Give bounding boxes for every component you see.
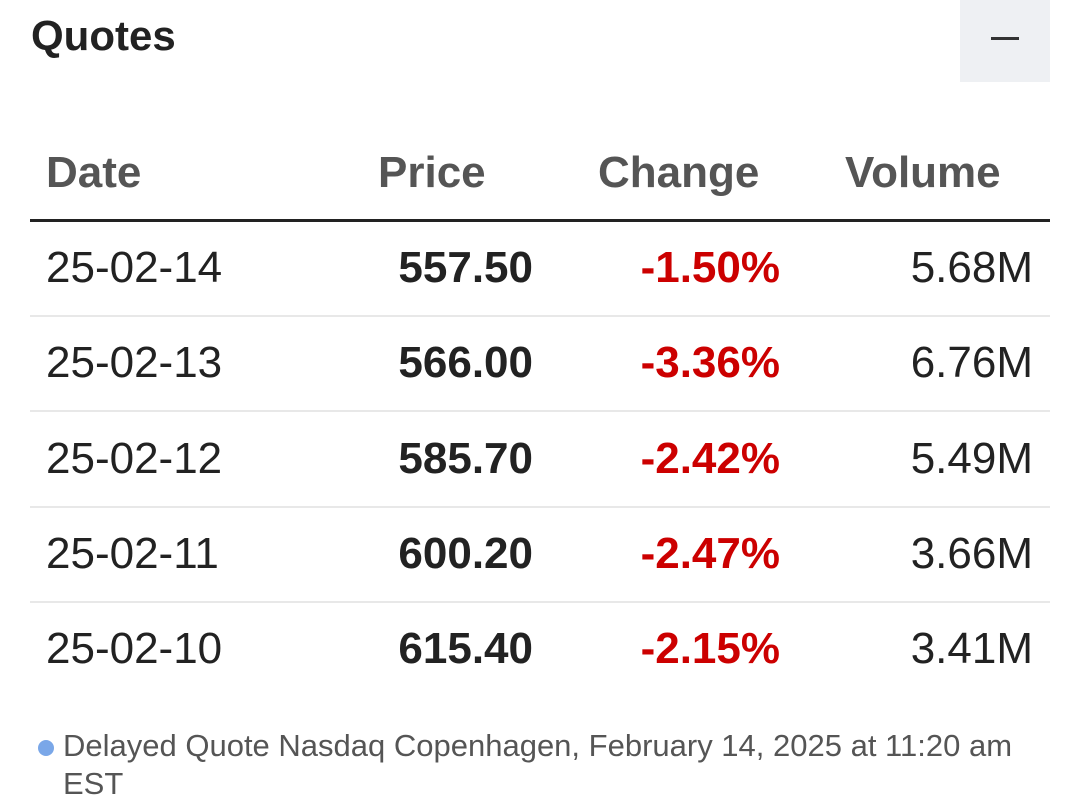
volume-cell: 3.66M	[910, 528, 1033, 578]
column-header: Change	[598, 148, 760, 197]
collapse-button[interactable]	[960, 0, 1050, 82]
date-cell: 25-02-14	[46, 243, 223, 292]
minus-icon	[991, 37, 1019, 40]
price-cell: 566.00	[398, 338, 533, 388]
quotes-widget: Quotes Date Price Change Volume Delayed …	[30, 0, 1050, 801]
column-header: Date	[46, 148, 142, 197]
volume-cell: 6.76M	[910, 338, 1033, 388]
row-divider	[30, 410, 1050, 413]
row-divider	[30, 600, 1050, 603]
price-cell: 600.20	[398, 528, 533, 578]
change-cell: -1.50%	[640, 243, 780, 292]
date-cell: 25-02-12	[46, 433, 223, 483]
price-cell: 557.50	[398, 243, 533, 292]
footer-note: Delayed Quote Nasdaq Copenhagen, Februar…	[63, 728, 1013, 801]
date-cell: 25-02-11	[46, 528, 219, 578]
volume-cell: 3.41M	[910, 624, 1033, 674]
row-divider	[30, 505, 1050, 508]
volume-cell: 5.49M	[910, 433, 1033, 483]
change-cell: -2.47%	[640, 528, 780, 578]
change-cell: -3.36%	[640, 338, 780, 388]
date-cell: 25-02-10	[46, 624, 223, 674]
column-header: Price	[378, 148, 486, 197]
row-divider	[30, 315, 1050, 317]
change-cell: -2.42%	[640, 433, 780, 483]
widget-title: Quotes	[31, 12, 176, 59]
status-dot	[38, 740, 54, 756]
volume-cell: 5.68M	[910, 243, 1033, 292]
price-cell: 615.40	[398, 624, 533, 674]
price-cell: 585.70	[398, 433, 533, 483]
header-rule	[30, 219, 1050, 222]
column-header: Volume	[845, 148, 1001, 197]
date-cell: 25-02-13	[46, 338, 223, 388]
change-cell: -2.15%	[640, 624, 780, 674]
